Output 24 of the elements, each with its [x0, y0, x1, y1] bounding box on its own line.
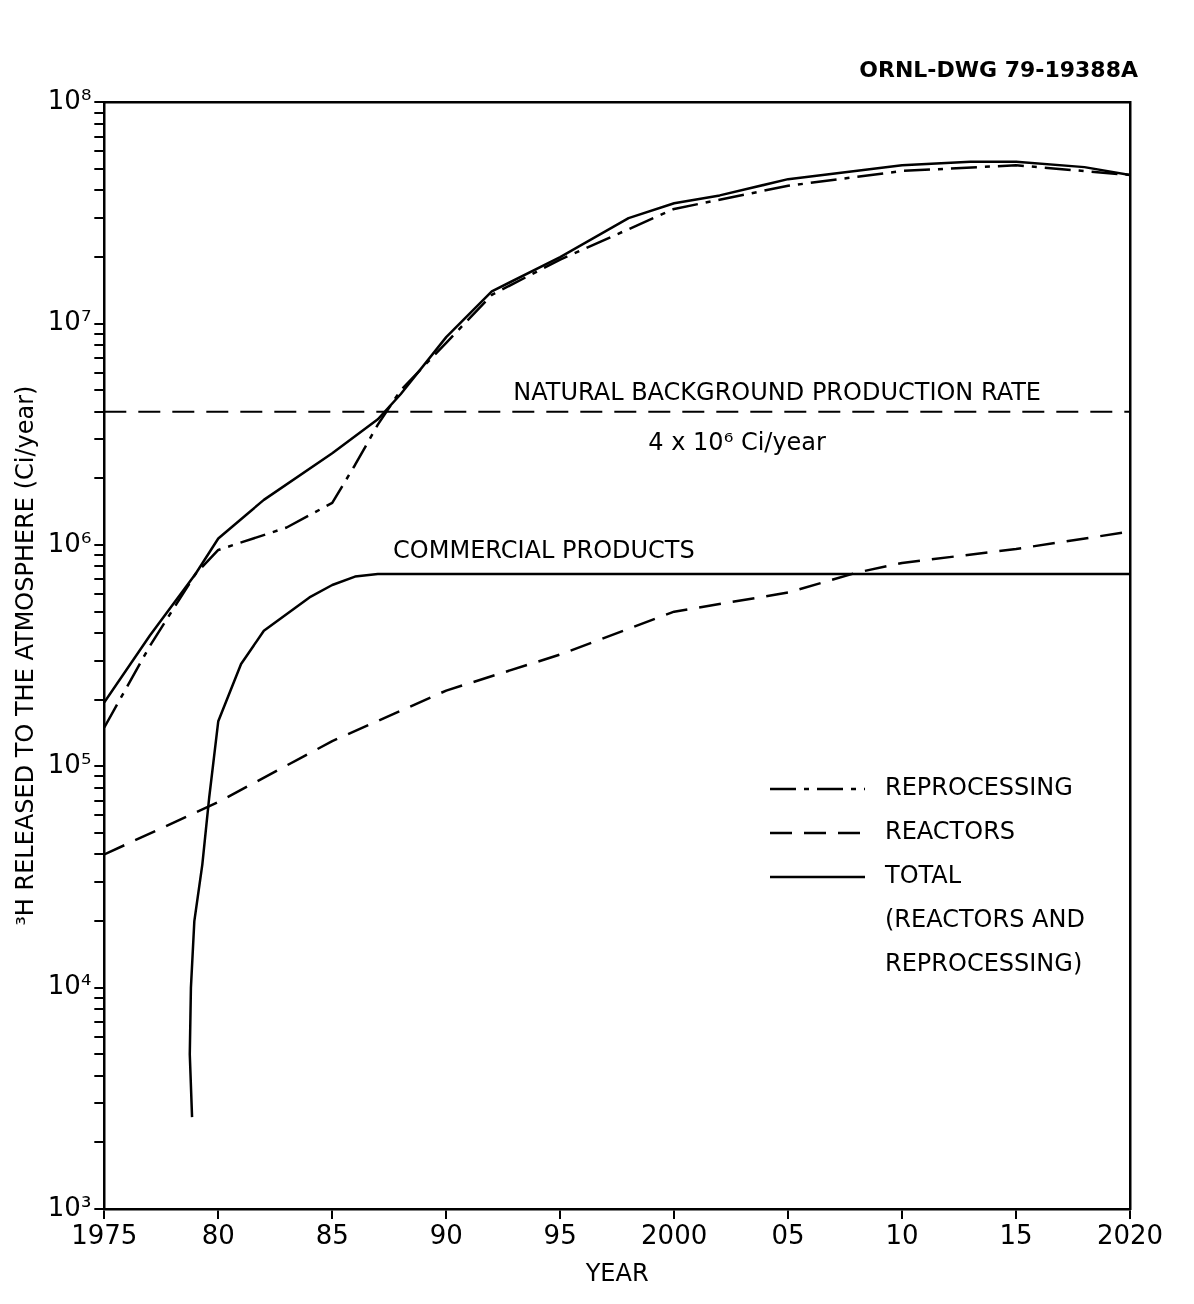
- x-tick-label: 1975: [71, 1220, 138, 1251]
- y-tick-label: 10⁵: [47, 749, 92, 780]
- x-tick-label: 05: [771, 1220, 805, 1251]
- x-tick-label: 90: [429, 1220, 463, 1251]
- y-tick-label: 10⁶: [47, 527, 92, 558]
- y-tick-label: 10⁷: [47, 306, 92, 337]
- x-tick-label: 10: [885, 1220, 919, 1251]
- x-tick-label: 15: [999, 1220, 1033, 1251]
- y-tick-label: 10³: [47, 1191, 92, 1222]
- y-tick-label: 10⁸: [47, 85, 92, 116]
- legend-label: REACTORS: [885, 817, 1016, 846]
- x-tick-label: 85: [315, 1220, 349, 1251]
- x-axis-title: YEAR: [584, 1258, 649, 1287]
- x-tick-label: 80: [201, 1220, 235, 1251]
- ref-line-label: NATURAL BACKGROUND PRODUCTION RATE 4 x 10⁶ Ci/year: [513, 378, 1042, 457]
- legend-label: TOTAL (REACTORS AND REPROCESSING): [884, 861, 1085, 978]
- text: ORNL-DWG 79-19388A: [859, 56, 1138, 82]
- x-tick-label: 95: [543, 1220, 577, 1251]
- legend-label: REPROCESSING: [885, 773, 1073, 802]
- y-axis-title: ³H RELEASED TO THE ATMOSPHERE (Ci/year): [10, 385, 39, 926]
- y-tick-label: 10⁴: [47, 970, 92, 1001]
- x-tick-label: 2020: [1096, 1220, 1164, 1251]
- series-label: COMMERCIAL PRODUCTS: [393, 536, 695, 565]
- x-tick-label: 2000: [641, 1220, 708, 1251]
